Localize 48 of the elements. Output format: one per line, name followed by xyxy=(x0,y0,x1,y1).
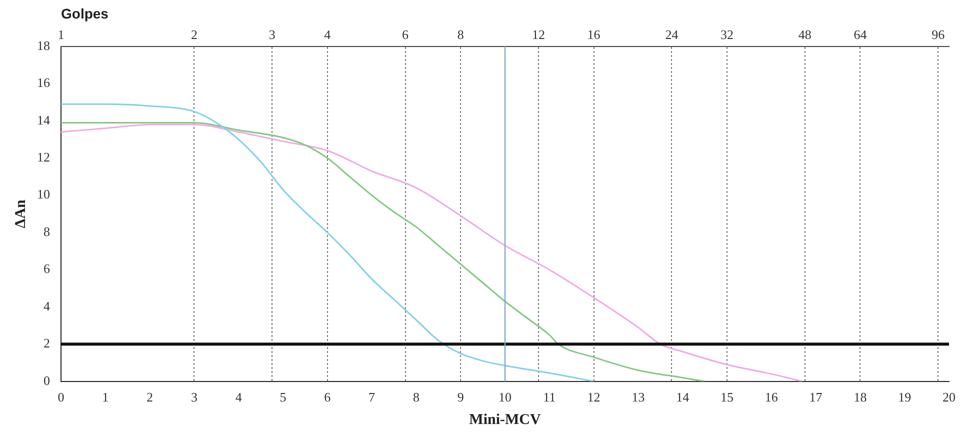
x-tick-label: 10 xyxy=(498,390,512,405)
y-tick-label: 6 xyxy=(44,261,50,276)
x-tick-label: 18 xyxy=(854,390,867,405)
x2-tick-label: 16 xyxy=(587,27,601,42)
y-tick-label: 8 xyxy=(44,224,50,239)
x-tick-label: 1 xyxy=(102,390,109,405)
x2-tick-label: 2 xyxy=(190,27,198,42)
line-series xyxy=(61,103,595,382)
y-tick-label: 10 xyxy=(37,186,50,202)
x-tick-label: 9 xyxy=(457,390,464,405)
x2-tick-label: 4 xyxy=(324,27,332,42)
x2-axis-title: Golpes xyxy=(61,5,109,22)
y-tick-label: 2 xyxy=(44,336,50,351)
y-tick-label: 14 xyxy=(37,112,50,128)
y-tick-label: 18 xyxy=(37,38,50,53)
x-tick-label: 6 xyxy=(324,390,332,405)
x2-tick-label: 1 xyxy=(58,27,64,42)
y-tick-label: 12 xyxy=(37,149,50,164)
x2-tick-label: 24 xyxy=(665,27,679,42)
x-tick-label: 0 xyxy=(58,390,64,405)
x-axis-title: Mini-MCV xyxy=(469,412,541,428)
x-tick-label: 13 xyxy=(632,390,645,405)
x-tick-label: 3 xyxy=(190,390,198,405)
y-tick-label: 4 xyxy=(44,298,50,314)
x-tick-label: 14 xyxy=(676,390,690,405)
x-tick-label: 12 xyxy=(587,390,600,405)
x-tick-label: 20 xyxy=(942,390,956,405)
x2-tick-label: 3 xyxy=(268,27,276,42)
x-tick-label: 2 xyxy=(146,390,154,405)
x-tick-label: 5 xyxy=(280,390,286,405)
x2-tick-label: 48 xyxy=(798,27,812,42)
x-tick-label: 8 xyxy=(412,390,420,405)
y-tick-label: 0 xyxy=(44,372,50,388)
x-tick-label: 15 xyxy=(720,390,734,405)
x-tick-label: 11 xyxy=(543,390,556,405)
x-tick-label: 19 xyxy=(898,390,912,405)
x2-tick-label: 96 xyxy=(932,27,946,42)
x2-tick-label: 12 xyxy=(532,27,546,42)
x2-tick-label: 8 xyxy=(457,27,464,42)
x2-tick-label: 64 xyxy=(854,27,868,42)
y-axis-title: ΔAn xyxy=(12,198,29,228)
x-tick-label: 4 xyxy=(235,390,242,405)
x2-tick-label: 6 xyxy=(402,27,410,42)
x-tick-label: 17 xyxy=(809,390,823,405)
x2-tick-label: 32 xyxy=(720,27,734,42)
y-tick-label: 16 xyxy=(37,75,50,90)
x-tick-label: 16 xyxy=(764,390,778,405)
x-tick-label: 7 xyxy=(368,390,376,405)
